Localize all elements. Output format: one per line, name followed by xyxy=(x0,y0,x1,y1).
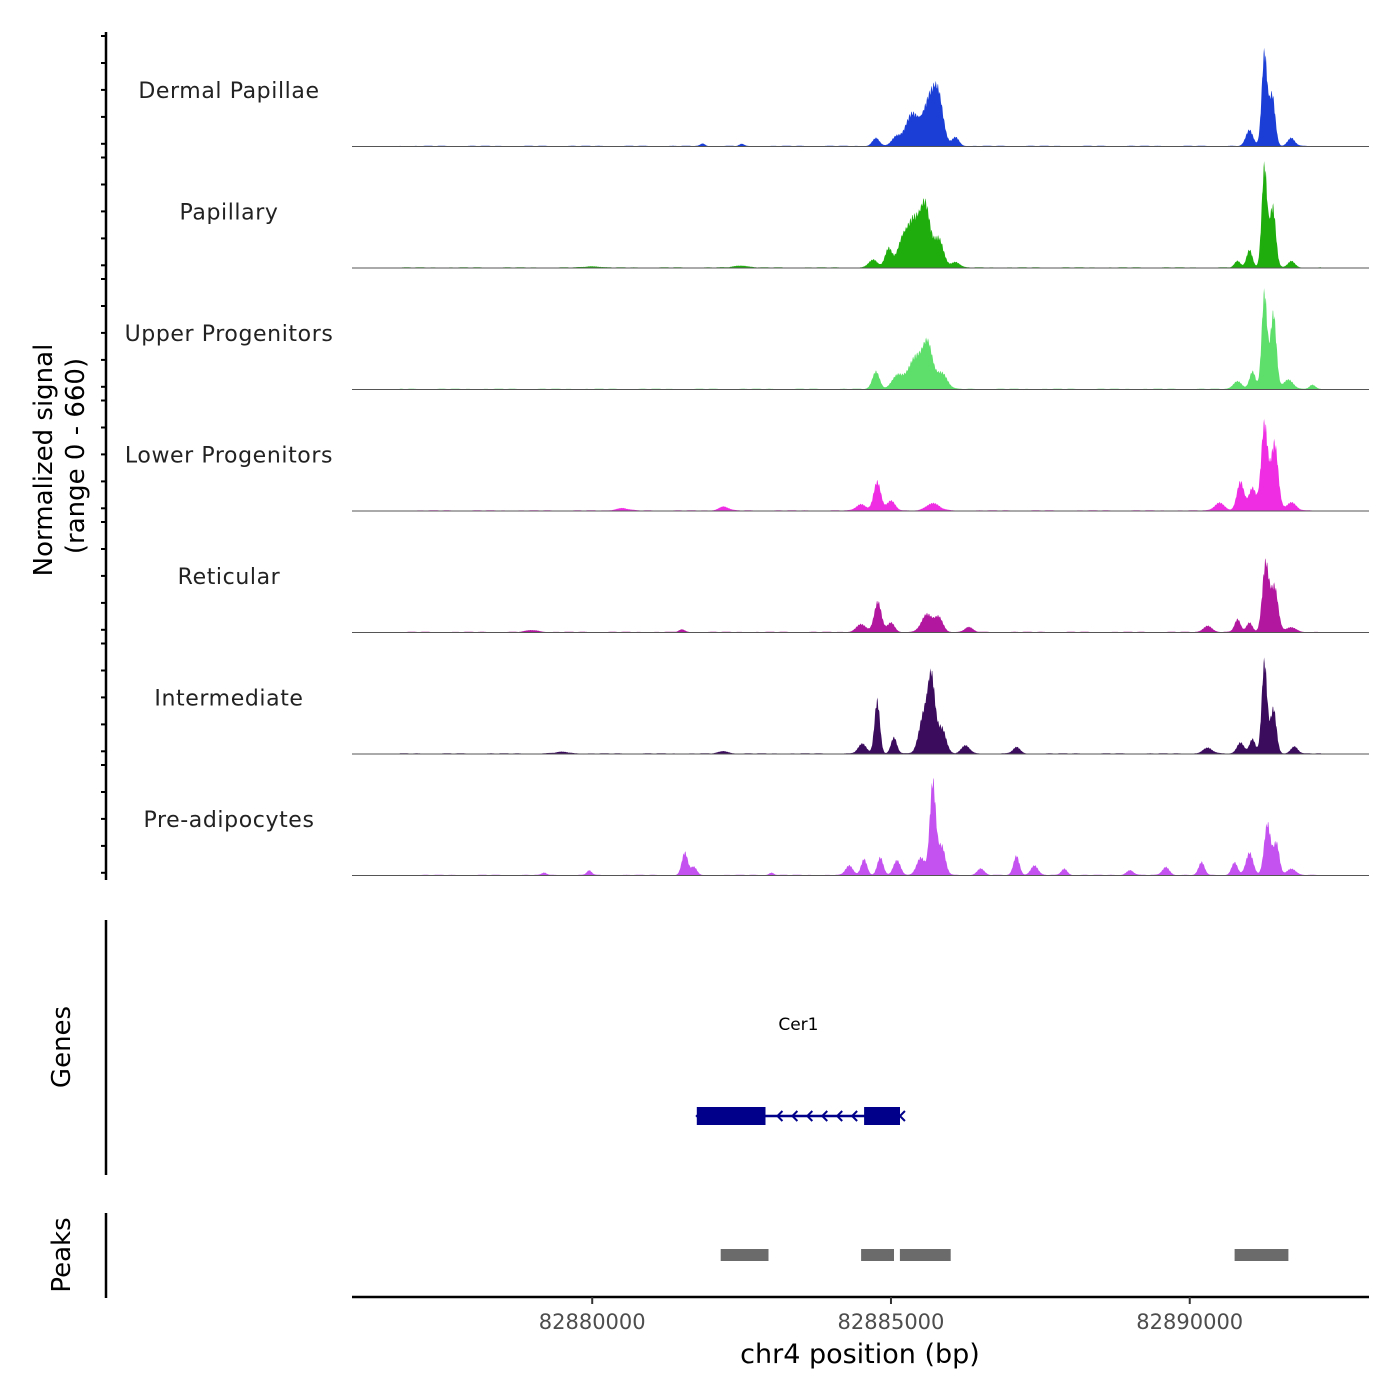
peak-region xyxy=(861,1249,894,1261)
track-4: Reticular xyxy=(178,558,1369,633)
x-axis-ticks: 82880000 82885000 82890000 xyxy=(539,1297,1243,1334)
x-axis-title: chr4 position (bp) xyxy=(740,1339,980,1370)
x-tick-label: 82880000 xyxy=(539,1310,646,1334)
strand-arrow xyxy=(776,1110,784,1122)
signal-area xyxy=(399,558,1322,633)
track-label: Papillary xyxy=(179,201,278,226)
track-0: Dermal Papillae xyxy=(138,47,1369,147)
gene-label: Cer1 xyxy=(778,1015,818,1035)
strand-arrow xyxy=(835,1110,843,1122)
peaks-track-label: Peaks xyxy=(47,1217,77,1292)
track-label: Dermal Papillae xyxy=(138,79,319,104)
strand-arrow xyxy=(805,1110,814,1122)
strand-arrow xyxy=(898,1110,906,1122)
peak-region xyxy=(1234,1249,1289,1261)
signal-area xyxy=(399,418,1322,511)
signal-y-axis xyxy=(101,32,108,880)
signal-area xyxy=(399,161,1322,268)
x-tick-label: 82885000 xyxy=(838,1310,945,1334)
peak-track xyxy=(720,1249,1289,1261)
strand-arrow xyxy=(790,1110,799,1122)
signal-area xyxy=(399,288,1322,390)
track-label: Pre-adipocytes xyxy=(143,808,314,833)
gene-cer1: Cer1 xyxy=(695,1015,906,1125)
track-3: Lower Progenitors xyxy=(125,418,1369,512)
track-label: Lower Progenitors xyxy=(125,444,333,469)
strand-arrow xyxy=(850,1110,858,1122)
track-6: Pre-adipocytes xyxy=(143,777,1369,876)
signal-area xyxy=(399,777,1322,876)
genes-track-label: Genes xyxy=(47,1006,77,1088)
strand-arrow xyxy=(695,1110,703,1122)
track-label: Reticular xyxy=(178,565,281,590)
track-5: Intermediate xyxy=(154,657,1369,755)
signal-area xyxy=(399,657,1322,754)
signal-area xyxy=(399,47,1322,147)
peak-region xyxy=(899,1249,951,1261)
strand-arrow xyxy=(820,1110,828,1122)
y-axis-title-line2: (range 0 - 660) xyxy=(61,358,91,554)
track-1: Papillary xyxy=(179,161,1369,269)
gene-exon xyxy=(864,1107,900,1125)
peak-region xyxy=(720,1249,769,1261)
track-label: Intermediate xyxy=(154,687,303,712)
signal-tracks: Dermal Papillae Papillary Upper Progenitor… xyxy=(125,47,1369,876)
track-2: Upper Progenitors xyxy=(125,288,1369,390)
y-axis-title-line1: Normalized signal xyxy=(29,344,59,577)
x-tick-label: 82890000 xyxy=(1136,1310,1243,1334)
gene-track: Cer1 xyxy=(695,1015,906,1125)
gene-exon xyxy=(696,1107,766,1125)
track-label: Upper Progenitors xyxy=(125,322,334,347)
